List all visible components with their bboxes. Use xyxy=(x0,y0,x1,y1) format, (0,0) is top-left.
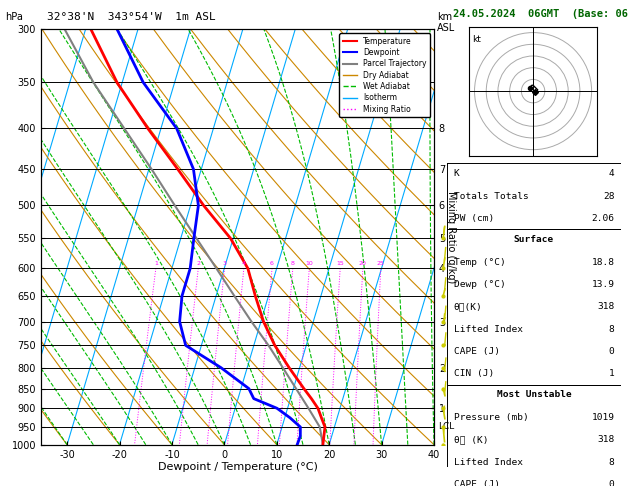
Text: 10: 10 xyxy=(306,261,313,266)
Text: kt: kt xyxy=(472,35,481,44)
Text: 1: 1 xyxy=(609,369,615,378)
Text: 4: 4 xyxy=(242,261,246,266)
Text: 13.9: 13.9 xyxy=(591,280,615,289)
Text: 0: 0 xyxy=(609,347,615,356)
Text: CAPE (J): CAPE (J) xyxy=(454,347,499,356)
Text: 8: 8 xyxy=(291,261,295,266)
Text: CAPE (J): CAPE (J) xyxy=(454,480,499,486)
Text: Totals Totals: Totals Totals xyxy=(454,191,528,201)
Text: Pressure (mb): Pressure (mb) xyxy=(454,413,528,422)
Text: 8: 8 xyxy=(609,325,615,333)
Text: Temp (°C): Temp (°C) xyxy=(454,258,505,267)
Text: Surface: Surface xyxy=(514,235,554,244)
Text: 25: 25 xyxy=(377,261,385,266)
Text: 24.05.2024  06GMT  (Base: 06): 24.05.2024 06GMT (Base: 06) xyxy=(453,9,629,19)
Text: Most Unstable: Most Unstable xyxy=(497,390,571,399)
Text: 18.8: 18.8 xyxy=(591,258,615,267)
Text: PW (cm): PW (cm) xyxy=(454,214,494,223)
Text: 4: 4 xyxy=(609,170,615,178)
Text: 8: 8 xyxy=(609,458,615,467)
Text: 2: 2 xyxy=(196,261,200,266)
Text: ASL: ASL xyxy=(437,23,455,33)
Text: LCL: LCL xyxy=(438,422,454,432)
Text: θᴇ(K): θᴇ(K) xyxy=(454,302,482,312)
Text: Lifted Index: Lifted Index xyxy=(454,325,523,333)
Text: 32°38'N  343°54'W  1m ASL: 32°38'N 343°54'W 1m ASL xyxy=(47,12,216,22)
Text: Lifted Index: Lifted Index xyxy=(454,458,523,467)
Text: 1019: 1019 xyxy=(591,413,615,422)
Text: 1: 1 xyxy=(154,261,158,266)
Text: θᴇ (K): θᴇ (K) xyxy=(454,435,488,445)
Legend: Temperature, Dewpoint, Parcel Trajectory, Dry Adiabat, Wet Adiabat, Isotherm, Mi: Temperature, Dewpoint, Parcel Trajectory… xyxy=(339,33,430,117)
Text: 20: 20 xyxy=(359,261,367,266)
Text: CIN (J): CIN (J) xyxy=(454,369,494,378)
Text: 6: 6 xyxy=(270,261,274,266)
Text: 318: 318 xyxy=(597,302,615,312)
Text: 2.06: 2.06 xyxy=(591,214,615,223)
X-axis label: Dewpoint / Temperature (°C): Dewpoint / Temperature (°C) xyxy=(157,462,318,472)
Text: 28: 28 xyxy=(603,191,615,201)
Text: 3: 3 xyxy=(223,261,226,266)
Text: Dewp (°C): Dewp (°C) xyxy=(454,280,505,289)
Text: 15: 15 xyxy=(337,261,344,266)
Text: K: K xyxy=(454,170,459,178)
Text: km: km xyxy=(437,12,452,22)
Y-axis label: Mixing Ratio (g/kg): Mixing Ratio (g/kg) xyxy=(446,191,456,283)
Text: 318: 318 xyxy=(597,435,615,445)
Text: hPa: hPa xyxy=(5,12,23,22)
Text: 0: 0 xyxy=(609,480,615,486)
